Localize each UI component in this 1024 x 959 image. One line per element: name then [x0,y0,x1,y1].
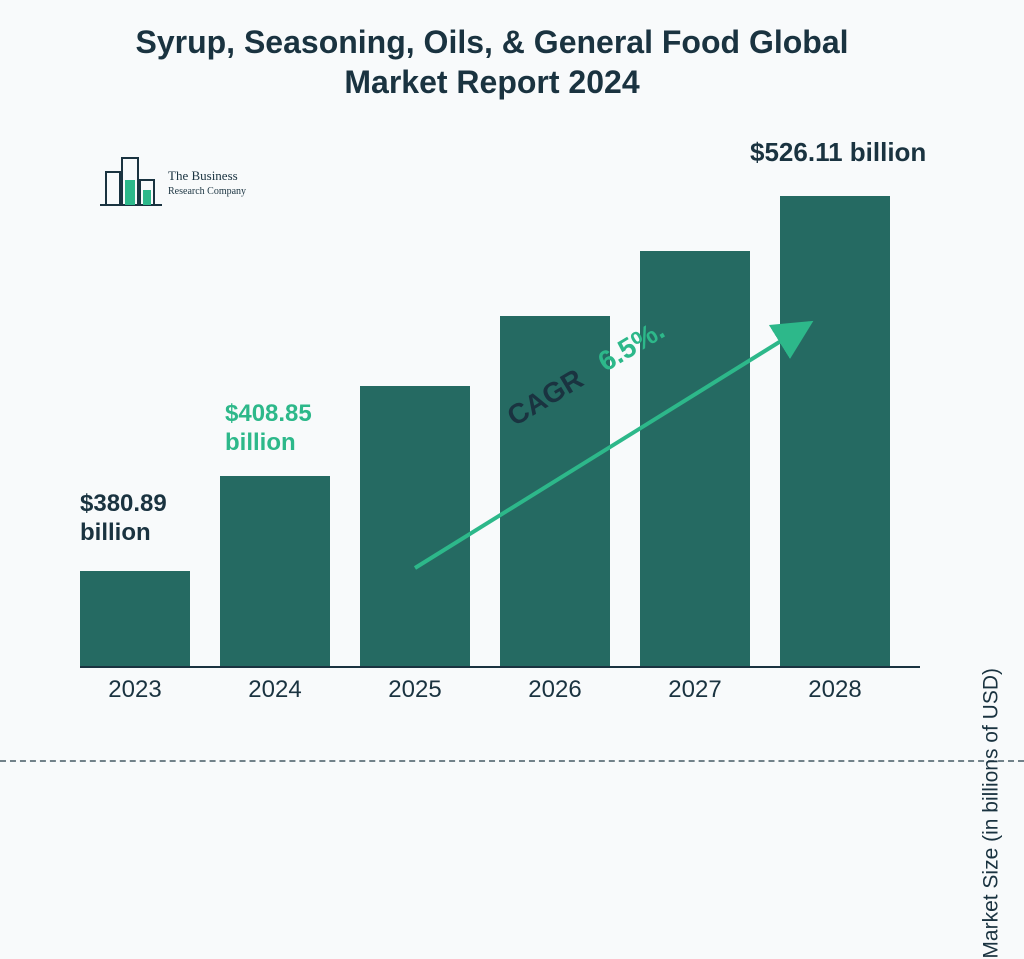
y-axis-label: Market Size (in billions of USD) [980,668,1004,959]
title-line2: Market Report 2024 [344,64,639,100]
bar-2024 [220,476,330,666]
bar-2023 [80,571,190,666]
bar-chart: 202320242025202620272028 CAGR 6.5%. [80,148,920,708]
bar-2027 [640,251,750,666]
value-label-2: $526.11 billion [750,137,926,168]
chart-title: Syrup, Seasoning, Oils, & General Food G… [60,22,924,102]
value-label-1: $408.85billion [225,400,312,458]
bar-2028 [780,196,890,666]
bottom-divider [0,760,1024,762]
x-tick-2023: 2023 [80,676,190,704]
x-tick-2028: 2028 [780,676,890,704]
x-tick-2025: 2025 [360,676,470,704]
x-tick-2026: 2026 [500,676,610,704]
x-tick-2027: 2027 [640,676,750,704]
x-axis-line [80,666,920,668]
bar-2025 [360,386,470,666]
x-tick-2024: 2024 [220,676,330,704]
title-line1: Syrup, Seasoning, Oils, & General Food G… [135,24,848,60]
value-label-0: $380.89billion [80,490,167,548]
